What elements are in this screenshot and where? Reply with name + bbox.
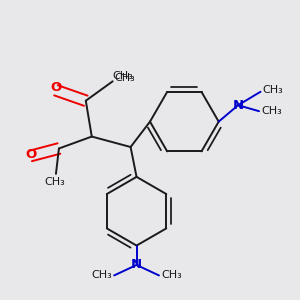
Text: CH₃: CH₃ xyxy=(91,270,112,280)
Text: N: N xyxy=(232,99,244,112)
Text: N: N xyxy=(131,259,142,272)
Text: CH₃: CH₃ xyxy=(263,85,284,95)
Text: CH₃: CH₃ xyxy=(261,106,282,116)
Text: CH₃: CH₃ xyxy=(113,71,134,81)
Text: CH₃: CH₃ xyxy=(161,270,182,280)
Text: CH₃: CH₃ xyxy=(44,178,65,188)
Text: O: O xyxy=(50,81,62,94)
Text: CH₃: CH₃ xyxy=(114,73,135,83)
Text: O: O xyxy=(25,148,36,161)
